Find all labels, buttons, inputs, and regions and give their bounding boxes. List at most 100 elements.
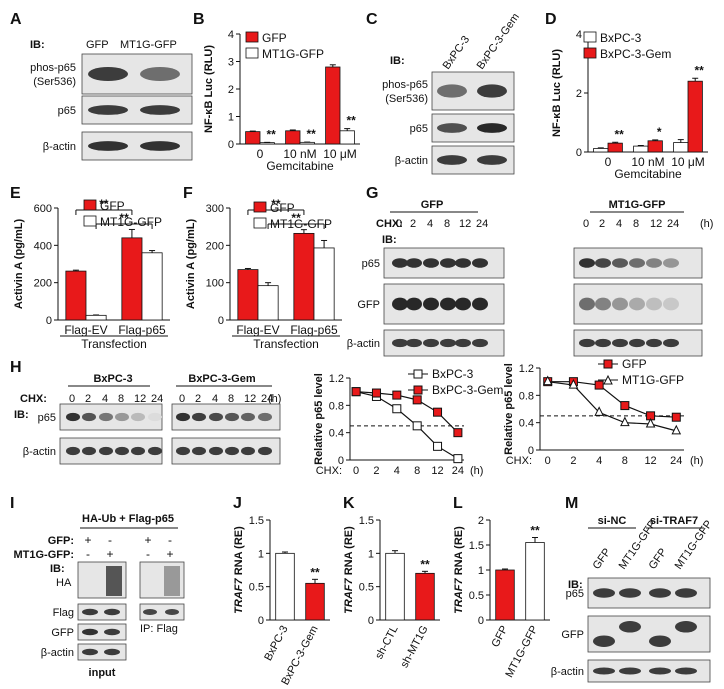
legend-marker [413, 385, 423, 395]
blot-band [423, 338, 439, 348]
significance-label: ** [310, 565, 320, 579]
blot-band [675, 588, 697, 598]
x-tick-label: 0 [353, 465, 359, 477]
legend-label: BxPC-3-Gem [432, 383, 503, 397]
blot-g-cond-gfp: GFP [421, 199, 444, 211]
blot-g-cond-mt1g: MT1G-GFP [609, 199, 666, 211]
x-axis-label: CHX: [316, 465, 342, 477]
legend-label: MT1G-GFP [100, 215, 162, 229]
y-tick-label: 400 [34, 240, 52, 252]
blot-h-time: 4 [102, 393, 108, 405]
blot-h-time: 12 [244, 393, 256, 405]
x-tick-label: 0 [257, 147, 264, 161]
blot-band [66, 446, 80, 456]
data-point [594, 380, 604, 390]
blot-i-sign: - [146, 547, 150, 561]
panel-letter-e: E [10, 185, 21, 202]
x-tick-label: 4 [596, 455, 602, 467]
bar [299, 141, 315, 145]
x-tick-label: 2 [570, 455, 576, 467]
blot-i-sign: - [86, 547, 90, 561]
x-tick-label: Flag-EV [64, 323, 107, 337]
blot-band [477, 155, 507, 165]
blot-i-sign: + [84, 533, 91, 547]
blot-g-time: 8 [633, 218, 639, 230]
blot-g-time: 8 [444, 218, 450, 230]
y-tick-label: 0 [258, 615, 264, 627]
bar [275, 552, 295, 621]
blot-c-row-label: phos-p65 [382, 79, 428, 91]
legend-label: GFP [622, 357, 647, 371]
legend-marker [413, 369, 423, 379]
blot-band [140, 105, 180, 115]
blot-g-time: 24 [667, 218, 679, 230]
blot-i-sign: - [108, 533, 112, 547]
legend-label: GFP [100, 199, 125, 213]
blot-g-time: 4 [427, 218, 433, 230]
y-tick-label: 0.5 [469, 590, 484, 602]
data-point [671, 424, 682, 435]
blot-a-row-label: phos-p65 [30, 62, 76, 74]
x-tick-label: 10 nM [283, 147, 316, 161]
blot-m-ib-label: IB: [568, 579, 583, 591]
blot-band [649, 588, 671, 598]
data-point [620, 401, 630, 411]
blot-i-row-label: β-actin [41, 647, 74, 659]
blot-band [99, 446, 113, 456]
data-point [433, 407, 443, 417]
blot-g-row-label: GFP [357, 299, 380, 311]
blot-band [104, 628, 120, 636]
y-tick-label: 0 [478, 615, 484, 627]
blot-g-time: 24 [476, 218, 488, 230]
x-tick-label: 24 [670, 455, 682, 467]
blot-band [176, 446, 190, 456]
blot-i-row-3 [77, 643, 127, 661]
x-tick-label: 12 [431, 465, 443, 477]
legend-swatch [253, 217, 267, 229]
legend-label: BxPC-3 [600, 31, 642, 45]
blot-band [455, 297, 471, 311]
panel-letter-i: I [10, 495, 14, 512]
blot-smear [106, 566, 122, 596]
data-point [412, 395, 422, 405]
y-axis-label-gene: TRAF7 [343, 577, 355, 613]
legend-swatch [83, 215, 97, 227]
blot-a-row-label: (Ser536) [33, 76, 76, 88]
x-tick-label: Flag-p65 [290, 323, 338, 337]
legend-swatch [245, 47, 259, 59]
blot-band [663, 258, 679, 268]
legend-label: GFP [270, 201, 295, 215]
y-tick-label: 0 [338, 455, 344, 467]
blot-i-row-1 [77, 603, 127, 621]
blot-band [675, 667, 697, 675]
blot-band [88, 105, 128, 115]
legend-label: BxPC-3 [432, 367, 474, 381]
y-tick-label: 1 [478, 565, 484, 577]
blot-band [104, 608, 120, 616]
blot-band [258, 412, 272, 422]
bar [593, 148, 609, 153]
blot-band [649, 635, 671, 647]
blot-i-input-label: input [89, 667, 116, 679]
y-tick-label: 0 [528, 445, 534, 457]
blot-a-ib-label: IB: [30, 39, 45, 51]
blot-band [406, 258, 422, 268]
bar [339, 130, 355, 145]
blot-a-row-label: β-actin [43, 141, 76, 153]
significance-label: ** [271, 197, 281, 211]
series-line [355, 391, 459, 460]
panel-letter-k: K [343, 495, 355, 512]
blot-h-time: 2 [85, 393, 91, 405]
blot-band [392, 258, 408, 268]
blot-i-flag-ip [139, 603, 185, 621]
y-tick-label: 1 [368, 548, 374, 560]
blot-band [99, 412, 113, 422]
y-tick-label: 0.8 [329, 400, 344, 412]
blot-h-unit: (h) [268, 393, 281, 405]
blot-i-row-label: GFP [51, 627, 74, 639]
blot-i-sign: + [166, 547, 173, 561]
y-axis-label: Activin A (pg/mL) [13, 219, 25, 310]
blot-band [619, 621, 641, 633]
panel-letter-c: C [366, 11, 378, 28]
